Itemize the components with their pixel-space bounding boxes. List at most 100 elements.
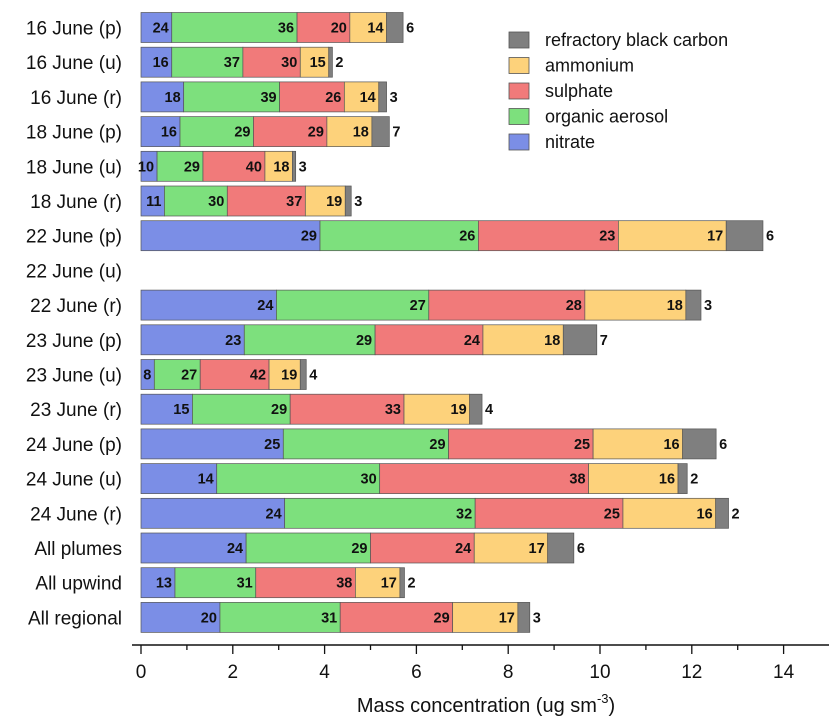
data-label-refractory-black-carbon: 2: [335, 55, 343, 71]
data-label-ammonium: 17: [499, 610, 515, 626]
data-label-nitrate: 16: [153, 55, 169, 71]
bar-segment-ammonium: [343, 81, 380, 113]
bar-segment-ammonium: [482, 324, 564, 356]
bar-segment-refractory-black-carbon: [715, 497, 729, 529]
bar-segment-refractory-black-carbon: [725, 220, 764, 252]
data-label-sulphate: 30: [281, 55, 297, 71]
x-tick-label: 10: [589, 662, 610, 683]
category-label-24-june-r: 24 June (r): [30, 504, 122, 525]
legend-label-organic-aerosol: organic aerosol: [545, 107, 668, 127]
bar-segment-ammonium: [592, 428, 683, 460]
bar-segment-refractory-black-carbon: [682, 428, 717, 460]
bar-segment-organic-aerosol: [216, 463, 381, 494]
category-label-18-june-r: 18 June (r): [30, 192, 122, 213]
legend-label-sulphate: sulphate: [545, 81, 613, 101]
bar-segment-organic-aerosol: [192, 393, 291, 425]
bar-segment-refractory-black-carbon: [328, 46, 333, 78]
legend-label-refractory-black-carbon: refractory black carbon: [545, 30, 728, 50]
data-label-ammonium: 16: [659, 472, 675, 488]
data-label-ammonium: 16: [663, 437, 679, 453]
data-label-organic-aerosol: 26: [459, 229, 475, 245]
data-label-organic-aerosol: 29: [184, 159, 200, 175]
legend-swatch-organic-aerosol: [508, 108, 530, 125]
data-label-organic-aerosol: 37: [224, 55, 240, 71]
data-label-ammonium: 14: [360, 90, 376, 106]
bar-segment-sulphate: [202, 150, 266, 182]
data-label-nitrate: 8: [143, 368, 151, 384]
data-label-sulphate: 29: [434, 610, 450, 626]
bar-segment-refractory-black-carbon: [562, 324, 598, 356]
data-label-ammonium: 14: [367, 21, 383, 37]
bar-segment-organic-aerosol: [276, 289, 430, 321]
data-label-sulphate: 26: [325, 90, 341, 106]
data-label-ammonium: 19: [451, 402, 467, 418]
data-label-sulphate: 20: [331, 21, 347, 37]
data-label-organic-aerosol: 39: [260, 90, 276, 106]
bar-segment-nitrate: [140, 567, 176, 599]
category-label-23-june-u: 23 June (u): [26, 366, 122, 387]
category-label-22-june-u: 22 June (u): [26, 261, 122, 282]
bar-segment-refractory-black-carbon: [677, 463, 688, 494]
bar-segment-sulphate: [255, 567, 356, 599]
x-tick-label: 4: [319, 662, 330, 683]
bar-segment-sulphate: [199, 359, 270, 390]
x-tick-label: 12: [681, 662, 702, 683]
data-label-refractory-black-carbon: 3: [390, 90, 398, 106]
data-label-organic-aerosol: 32: [456, 506, 472, 522]
data-label-refractory-black-carbon: 6: [406, 21, 414, 37]
bar-segment-ammonium: [584, 289, 687, 321]
bar-segment-organic-aerosol: [171, 12, 298, 43]
bar-segment-sulphate: [474, 497, 624, 529]
bar-segment-organic-aerosol: [179, 116, 254, 147]
data-label-ammonium: 17: [707, 229, 723, 245]
category-label-18-june-u: 18 June (u): [26, 157, 122, 178]
data-label-refractory-black-carbon: 7: [392, 125, 400, 141]
bar-segment-organic-aerosol: [243, 324, 376, 356]
bar-segment-organic-aerosol: [156, 150, 204, 182]
bar-segment-organic-aerosol: [319, 220, 479, 252]
bar-segment-refractory-black-carbon: [299, 359, 307, 390]
data-label-refractory-black-carbon: 2: [407, 576, 415, 592]
category-label-all-plumes: All plumes: [34, 539, 122, 560]
legend-label-nitrate: nitrate: [545, 132, 595, 152]
category-label-24-june-p: 24 June (p): [26, 435, 122, 456]
bar-segment-nitrate: [140, 602, 221, 633]
bar-segment-organic-aerosol: [284, 497, 476, 529]
category-label-23-june-r: 23 June (r): [30, 400, 122, 421]
data-label-organic-aerosol: 29: [351, 541, 367, 557]
data-label-sulphate: 29: [308, 125, 324, 141]
bar-segment-refractory-black-carbon: [292, 150, 297, 182]
bar-segment-sulphate: [370, 532, 475, 564]
data-label-organic-aerosol: 29: [234, 125, 250, 141]
category-label-16-june-r: 16 June (r): [30, 88, 122, 109]
bar-segment-sulphate: [374, 324, 484, 356]
data-label-nitrate: 24: [227, 541, 243, 557]
data-label-ammonium: 15: [310, 55, 326, 71]
data-label-sulphate: 37: [286, 194, 302, 210]
data-label-organic-aerosol: 29: [429, 437, 445, 453]
category-label-16-june-u: 16 June (u): [26, 53, 122, 74]
x-axis: 0 2 4 6 8 10 12 14: [132, 644, 829, 683]
x-tick-label: 0: [136, 662, 147, 683]
bar-segment-nitrate: [140, 116, 181, 147]
category-label-22-june-p: 22 June (p): [26, 227, 122, 248]
bar-segment-nitrate: [140, 220, 321, 252]
data-label-refractory-black-carbon: 3: [704, 298, 712, 314]
bar-segment-sulphate: [428, 289, 586, 321]
data-label-nitrate: 14: [198, 472, 214, 488]
x-axis-title-suffix: ): [609, 695, 616, 717]
legend: refractory black carbon ammonium sulphate o…: [508, 30, 728, 152]
category-label-22-june-r: 22 June (r): [30, 296, 122, 317]
category-label-24-june-u: 24 June (u): [26, 470, 122, 491]
data-label-refractory-black-carbon: 7: [600, 333, 608, 349]
bar-segment-refractory-black-carbon: [517, 602, 531, 633]
data-label-nitrate: 20: [201, 610, 217, 626]
data-label-nitrate: 15: [173, 402, 189, 418]
legend-swatch-ammonium: [508, 57, 530, 74]
bar-segment-ammonium: [355, 567, 401, 599]
x-axis-title: Mass concentration (ug sm-3): [357, 691, 615, 717]
data-label-nitrate: 13: [156, 576, 172, 592]
category-label-18-june-p: 18 June (p): [26, 123, 122, 144]
data-label-ammonium: 19: [281, 368, 297, 384]
